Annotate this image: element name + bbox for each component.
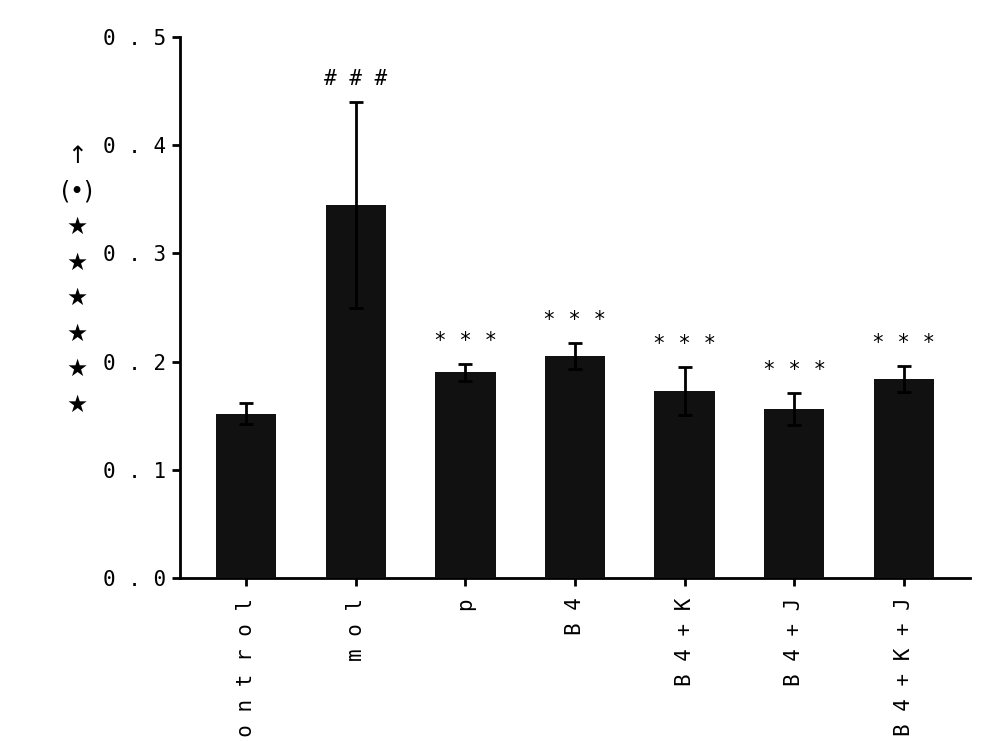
Text: * * *: * * *	[872, 333, 936, 353]
Text: ★: ★	[67, 286, 88, 310]
Text: * * *: * * *	[434, 330, 497, 350]
Bar	[764, 409, 824, 578]
Bar	[874, 379, 934, 578]
Text: # # #: # # #	[324, 69, 387, 89]
Text: * * *: * * *	[653, 334, 716, 354]
Text: ↑: ↑	[67, 144, 87, 168]
Text: * * *: * * *	[543, 310, 607, 330]
Text: ★: ★	[67, 393, 88, 417]
Text: ★: ★	[67, 357, 88, 382]
Bar	[545, 356, 605, 578]
Text: ★: ★	[67, 322, 88, 346]
Bar	[216, 413, 276, 578]
Bar	[654, 391, 715, 578]
Text: * * *: * * *	[763, 360, 826, 380]
Bar	[435, 373, 496, 578]
Text: (•): (•)	[61, 179, 93, 204]
Text: ★: ★	[67, 215, 88, 239]
Text: ★: ★	[67, 250, 88, 275]
Bar	[326, 205, 386, 578]
